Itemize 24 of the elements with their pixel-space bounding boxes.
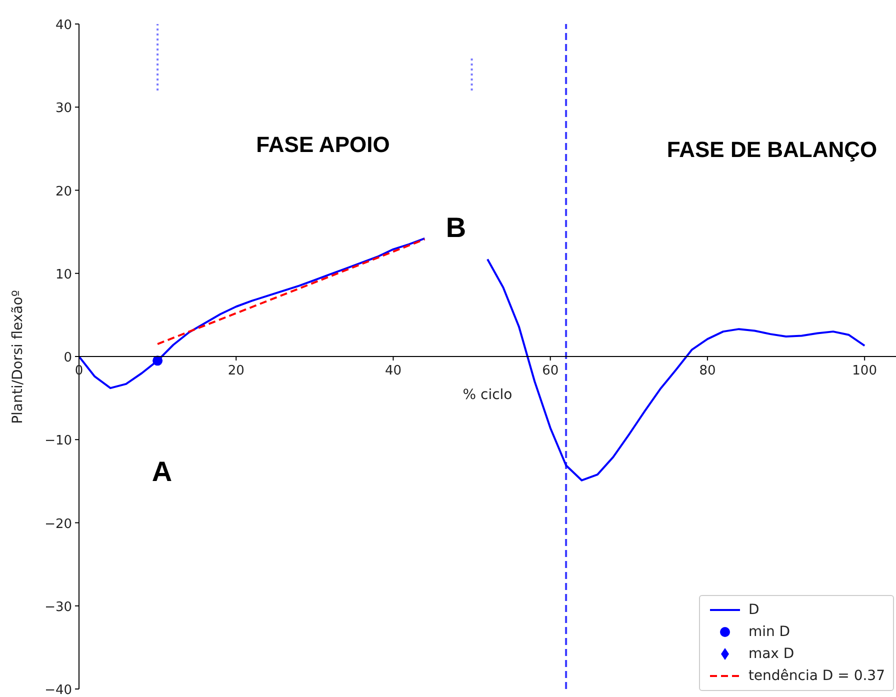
x-tick-label: 60	[542, 364, 559, 378]
legend-label: tendência D = 0.37	[748, 668, 885, 684]
y-tick-label: 20	[55, 184, 72, 200]
y-tick-label: 0	[64, 350, 72, 366]
legend-label: max D	[748, 646, 794, 662]
y-tick-label: −40	[44, 683, 72, 697]
x-tick-label: 40	[384, 364, 402, 378]
annotation: B	[446, 212, 466, 244]
y-tick-label: 40	[55, 18, 72, 33]
x-axis-title: % ciclo	[462, 386, 512, 402]
y-tick-label: −20	[44, 516, 72, 532]
x-tick-label: 20	[228, 364, 244, 378]
y-tick-label: −10	[44, 434, 72, 449]
y-tick-label: −30	[44, 600, 72, 615]
y-tick-label: 10	[55, 267, 72, 282]
y-axis-title: Planti/Dorsi flexãoº	[10, 290, 26, 424]
x-tick-label: 100	[852, 364, 877, 378]
y-tick-label: 30	[55, 101, 72, 116]
annotation: A	[152, 456, 172, 488]
x-tick-label: 80	[699, 364, 716, 378]
legend-label: min D	[748, 624, 790, 640]
legend-label: D	[748, 602, 760, 618]
annotation: FASE APOIO	[256, 132, 390, 158]
annotation: FASE DE BALANÇO	[666, 137, 878, 163]
